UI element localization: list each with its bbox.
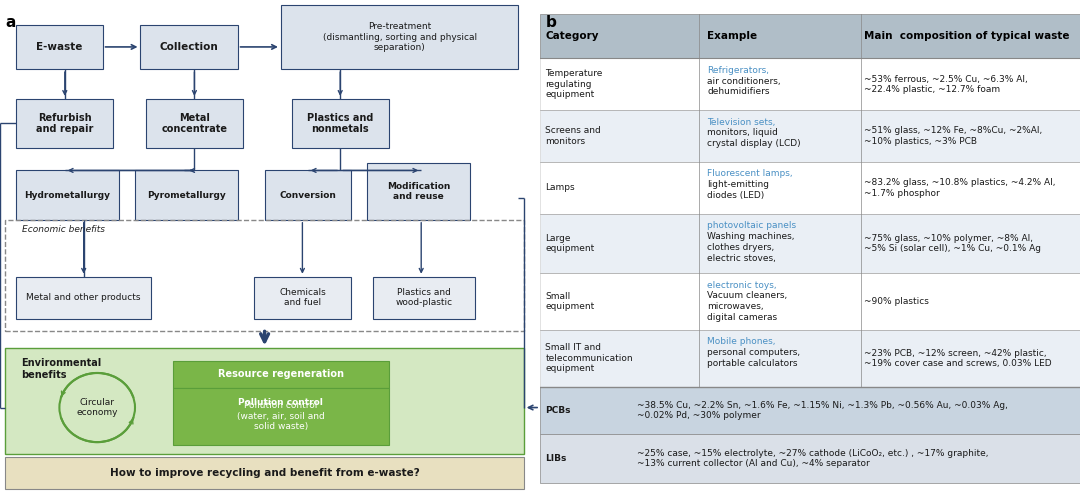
Text: ~51% glass, ~12% Fe, ~8%Cu, ~2%Al,
~10% plastics, ~3% PCB: ~51% glass, ~12% Fe, ~8%Cu, ~2%Al, ~10% … bbox=[864, 126, 1042, 146]
FancyBboxPatch shape bbox=[146, 99, 243, 148]
Text: Plastics and
nonmetals: Plastics and nonmetals bbox=[307, 113, 374, 134]
FancyBboxPatch shape bbox=[540, 214, 1080, 273]
Text: diodes (LED): diodes (LED) bbox=[707, 191, 765, 200]
Text: clothes dryers,: clothes dryers, bbox=[707, 243, 774, 252]
FancyBboxPatch shape bbox=[540, 110, 1080, 162]
Text: Modification
and reuse: Modification and reuse bbox=[387, 182, 450, 201]
Text: PCBs: PCBs bbox=[545, 406, 571, 415]
Text: Vacuum cleaners,: Vacuum cleaners, bbox=[707, 291, 787, 300]
FancyBboxPatch shape bbox=[173, 388, 389, 445]
Text: Example: Example bbox=[707, 31, 757, 41]
FancyBboxPatch shape bbox=[540, 387, 1080, 434]
FancyBboxPatch shape bbox=[540, 162, 1080, 214]
Text: Main  composition of typical waste: Main composition of typical waste bbox=[864, 31, 1069, 41]
FancyBboxPatch shape bbox=[135, 170, 238, 220]
Text: Pollution control: Pollution control bbox=[239, 398, 323, 407]
FancyBboxPatch shape bbox=[373, 277, 475, 319]
FancyBboxPatch shape bbox=[265, 170, 351, 220]
Text: Refrigerators,: Refrigerators, bbox=[707, 66, 769, 75]
Text: Lamps: Lamps bbox=[545, 183, 575, 193]
Text: b: b bbox=[545, 15, 556, 30]
FancyBboxPatch shape bbox=[16, 170, 119, 220]
Text: air conditioners,: air conditioners, bbox=[707, 77, 781, 85]
FancyBboxPatch shape bbox=[540, 434, 1080, 483]
Text: personal computers,: personal computers, bbox=[707, 348, 800, 357]
Text: How to improve recycling and benefit from e-waste?: How to improve recycling and benefit fro… bbox=[110, 468, 419, 478]
Text: ~53% ferrous, ~2.5% Cu, ~6.3% Al,
~22.4% plastic, ~12.7% foam: ~53% ferrous, ~2.5% Cu, ~6.3% Al, ~22.4%… bbox=[864, 75, 1028, 94]
Text: Refurbish
and repair: Refurbish and repair bbox=[36, 113, 94, 134]
FancyBboxPatch shape bbox=[16, 99, 113, 148]
Text: Small IT and
telecommunication
equipment: Small IT and telecommunication equipment bbox=[545, 343, 633, 373]
Text: ~23% PCB, ~12% screen, ~42% plastic,
~19% cover case and screws, 0.03% LED: ~23% PCB, ~12% screen, ~42% plastic, ~19… bbox=[864, 349, 1052, 368]
FancyBboxPatch shape bbox=[173, 361, 389, 388]
FancyBboxPatch shape bbox=[140, 25, 238, 69]
Text: Mobile phones,: Mobile phones, bbox=[707, 337, 775, 346]
Text: Washing machines,: Washing machines, bbox=[707, 232, 795, 241]
FancyBboxPatch shape bbox=[254, 277, 351, 319]
Text: Economic benefits: Economic benefits bbox=[22, 225, 105, 234]
Text: Metal and other products: Metal and other products bbox=[26, 293, 141, 302]
Text: ~38.5% Cu, ~2.2% Sn, ~1.6% Fe, ~1.15% Ni, ~1.3% Pb, ~0.56% Au, ~0.03% Ag,
~0.02%: ~38.5% Cu, ~2.2% Sn, ~1.6% Fe, ~1.15% Ni… bbox=[637, 401, 1008, 420]
FancyBboxPatch shape bbox=[540, 330, 1080, 387]
FancyBboxPatch shape bbox=[367, 163, 470, 220]
Text: Pollution control
(water, air, soil and
solid waste): Pollution control (water, air, soil and … bbox=[237, 401, 325, 431]
Text: Circular
economy: Circular economy bbox=[77, 398, 118, 417]
Text: Pre-treatment
(dismantling, sorting and physical
separation): Pre-treatment (dismantling, sorting and … bbox=[323, 22, 476, 52]
FancyBboxPatch shape bbox=[281, 5, 518, 69]
FancyBboxPatch shape bbox=[540, 273, 1080, 330]
Text: Large
equipment: Large equipment bbox=[545, 234, 595, 253]
Text: Screens and
monitors: Screens and monitors bbox=[545, 126, 602, 146]
Text: photovoltaic panels: photovoltaic panels bbox=[707, 221, 797, 230]
FancyBboxPatch shape bbox=[540, 58, 1080, 110]
FancyBboxPatch shape bbox=[5, 457, 524, 489]
Text: Pyrometallurgy: Pyrometallurgy bbox=[147, 191, 226, 200]
Text: ~90% plastics: ~90% plastics bbox=[864, 297, 929, 306]
Text: Fluorescent lamps,: Fluorescent lamps, bbox=[707, 169, 793, 178]
Text: Collection: Collection bbox=[160, 42, 218, 52]
Text: Chemicals
and fuel: Chemicals and fuel bbox=[279, 288, 326, 307]
FancyBboxPatch shape bbox=[292, 99, 389, 148]
FancyBboxPatch shape bbox=[16, 25, 103, 69]
Text: electronic toys,: electronic toys, bbox=[707, 281, 777, 289]
Text: ~75% glass, ~10% polymer, ~8% Al,
~5% Si (solar cell), ~1% Cu, ~0.1% Ag: ~75% glass, ~10% polymer, ~8% Al, ~5% Si… bbox=[864, 234, 1041, 253]
Text: Metal
concentrate: Metal concentrate bbox=[161, 113, 228, 134]
Text: dehumidifiers: dehumidifiers bbox=[707, 87, 770, 96]
Text: Hydrometallurgy: Hydrometallurgy bbox=[25, 191, 110, 200]
FancyBboxPatch shape bbox=[16, 277, 151, 319]
Text: digital cameras: digital cameras bbox=[707, 313, 778, 322]
Text: LIBs: LIBs bbox=[545, 454, 567, 463]
Text: Category: Category bbox=[545, 31, 599, 41]
Text: a: a bbox=[5, 15, 16, 30]
Text: light-emitting: light-emitting bbox=[707, 180, 769, 189]
Text: Resource regeneration: Resource regeneration bbox=[218, 369, 343, 379]
Text: electric stoves,: electric stoves, bbox=[707, 254, 777, 263]
Text: ~83.2% glass, ~10.8% plastics, ~4.2% Al,
~1.7% phosphor: ~83.2% glass, ~10.8% plastics, ~4.2% Al,… bbox=[864, 178, 1055, 198]
FancyBboxPatch shape bbox=[540, 14, 1080, 58]
Text: Conversion: Conversion bbox=[280, 191, 336, 200]
Text: Small
equipment: Small equipment bbox=[545, 292, 595, 311]
Text: Plastics and
wood-plastic: Plastics and wood-plastic bbox=[395, 288, 453, 307]
Text: microwaves,: microwaves, bbox=[707, 302, 764, 311]
Text: Temperature
regulating
equipment: Temperature regulating equipment bbox=[545, 69, 603, 99]
Text: E-waste: E-waste bbox=[37, 42, 82, 52]
Text: crystal display (LCD): crystal display (LCD) bbox=[707, 139, 801, 148]
Text: Television sets,: Television sets, bbox=[707, 118, 775, 126]
Text: Environmental
benefits: Environmental benefits bbox=[22, 358, 102, 380]
Text: portable calculators: portable calculators bbox=[707, 359, 798, 368]
Text: ~25% case, ~15% electrolyte, ~27% cathode (LiCoO₂, etc.) , ~17% graphite,
~13% c: ~25% case, ~15% electrolyte, ~27% cathod… bbox=[637, 449, 988, 468]
Text: monitors, liquid: monitors, liquid bbox=[707, 128, 779, 137]
FancyBboxPatch shape bbox=[5, 348, 524, 454]
